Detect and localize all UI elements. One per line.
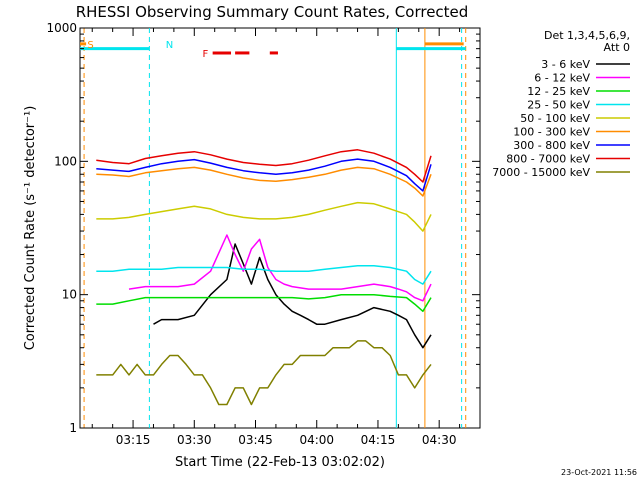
x-axis-label: Start Time (22-Feb-13 03:02:02)	[175, 455, 385, 470]
flags-layer: S NF	[80, 28, 467, 428]
series-line-2	[96, 293, 432, 313]
y-axis-label: Corrected Count Rate (s⁻¹ detector⁻¹)	[23, 106, 38, 351]
x-tick-label-2: 03:45	[238, 433, 273, 447]
y-tick-label-1: 10	[62, 288, 77, 302]
legend-label-5: 100 - 300 keV	[513, 126, 590, 139]
legend-title-line-2: Att 0	[604, 41, 630, 54]
legend-label-8: 7000 - 15000 keV	[492, 166, 590, 179]
series-line-0	[153, 243, 432, 349]
x-tick-label-4: 04:15	[361, 433, 396, 447]
legend-label-6: 300 - 800 keV	[513, 139, 590, 152]
legend-title-line-1: Det 1,3,4,5,6,9,	[544, 29, 630, 42]
series-line-6	[96, 158, 432, 192]
legend-label-2: 12 - 25 keV	[527, 85, 590, 98]
x-tick-label-0: 03:15	[116, 433, 151, 447]
night-flag-label: N	[166, 40, 173, 51]
footer-date: 23-Oct-2021 11:56	[561, 468, 637, 477]
saa-flag-label: S	[87, 40, 93, 51]
legend-label-1: 6 - 12 keV	[534, 72, 590, 85]
y-tick-label-2: 100	[54, 154, 77, 168]
axes-layer: 1 10 100 1000 03:15 03:30 03:45 04:00 04:15 04:30	[46, 21, 480, 447]
x-tick-label-1: 03:30	[177, 433, 212, 447]
series-line-4	[96, 201, 432, 232]
y-tick-label-0: 1	[69, 421, 77, 435]
y-tick-label-3: 1000	[46, 21, 77, 35]
series-line-7	[96, 149, 432, 183]
series-layer	[96, 149, 432, 406]
legend-label-7: 800 - 7000 keV	[506, 153, 590, 166]
legend-label-4: 50 - 100 keV	[520, 112, 590, 125]
series-line-5	[96, 166, 432, 197]
series-line-3	[96, 264, 432, 285]
chart-title: RHESSI Observing Summary Count Rates, Co…	[76, 3, 469, 21]
series-line-1	[128, 234, 432, 302]
legend-label-0: 3 - 6 keV	[541, 58, 590, 71]
plot-frame	[79, 27, 481, 429]
flare-flag-label: F	[202, 49, 208, 60]
series-line-8	[96, 340, 432, 406]
legend-label-3: 25 - 50 keV	[527, 99, 590, 112]
x-tick-label-5: 04:30	[422, 433, 457, 447]
x-tick-label-3: 04:00	[299, 433, 334, 447]
